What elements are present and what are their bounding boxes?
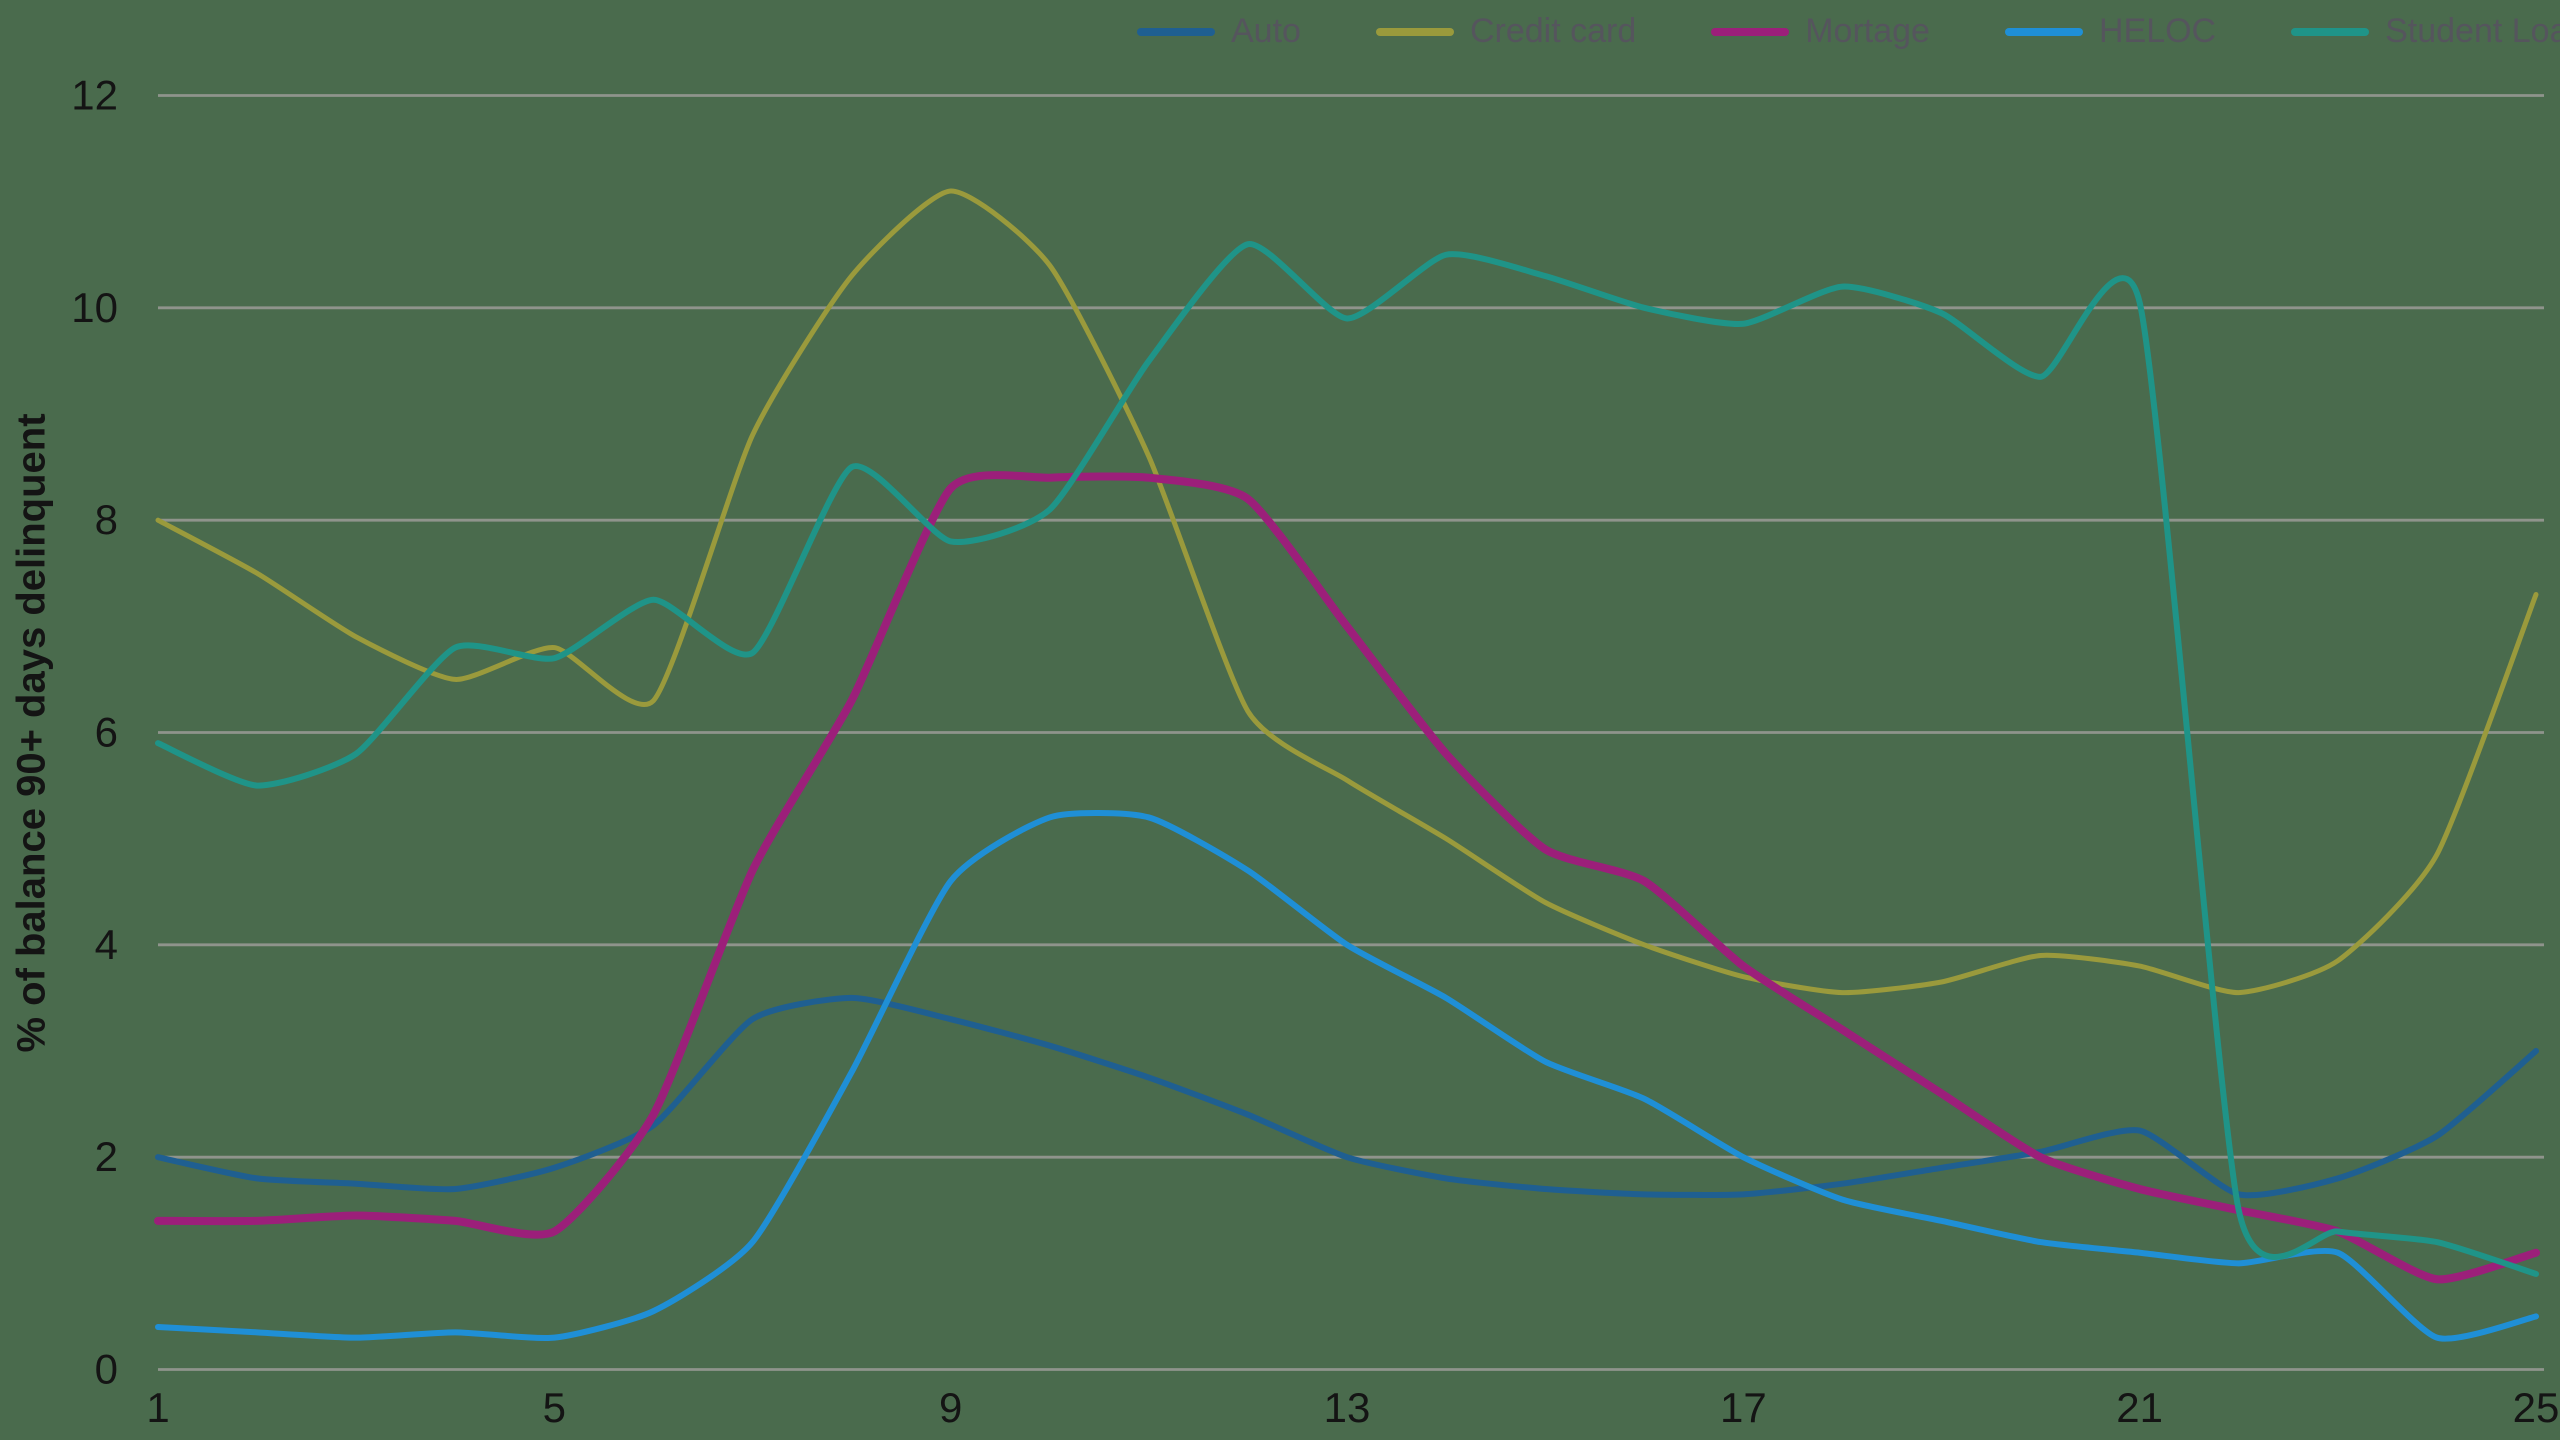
svg-text:6: 6 (95, 709, 118, 756)
svg-text:4: 4 (95, 921, 118, 968)
svg-text:5: 5 (543, 1384, 566, 1431)
svg-text:1: 1 (146, 1384, 169, 1431)
svg-text:25: 25 (2513, 1384, 2560, 1431)
svg-text:0: 0 (95, 1346, 118, 1393)
svg-text:17: 17 (1720, 1384, 1767, 1431)
svg-text:2: 2 (95, 1133, 118, 1180)
svg-text:13: 13 (1324, 1384, 1371, 1431)
svg-text:10: 10 (71, 284, 118, 331)
svg-text:21: 21 (2116, 1384, 2163, 1431)
svg-text:8: 8 (95, 496, 118, 543)
svg-text:9: 9 (939, 1384, 962, 1431)
svg-text:12: 12 (71, 72, 118, 119)
